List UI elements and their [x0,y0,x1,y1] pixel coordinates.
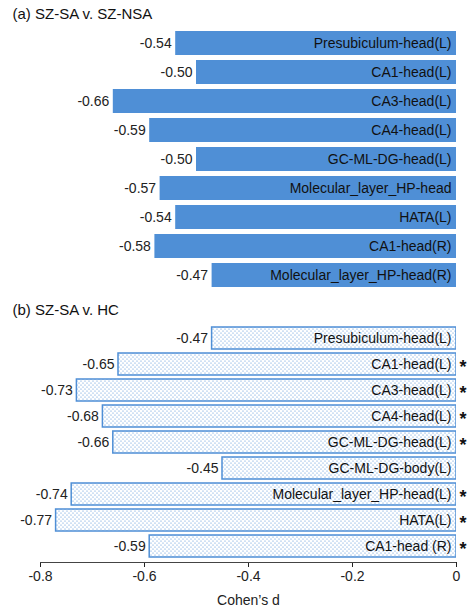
svg-text:-0.45: -0.45 [187,460,219,476]
svg-text:-0.74: -0.74 [36,486,68,502]
svg-text:-0.77: -0.77 [20,512,52,528]
svg-text:*: * [460,513,467,533]
svg-text:Molecular_layer_HP-head(L): Molecular_layer_HP-head(L) [273,486,452,502]
svg-text:CA4-head(L): CA4-head(L) [371,122,451,138]
svg-text:*: * [460,357,467,377]
svg-text:HATA(L): HATA(L) [399,209,451,225]
svg-text:0: 0 [453,568,461,584]
svg-text:CA3-head(L): CA3-head(L) [371,93,451,109]
svg-text:GC-ML-DG-body(L): GC-ML-DG-body(L) [329,460,452,476]
svg-text:*: * [460,409,467,429]
svg-text:-0.50: -0.50 [161,64,193,80]
svg-text:*: * [460,435,467,455]
svg-text:-0.4: -0.4 [236,568,260,584]
svg-text:-0.2: -0.2 [340,568,364,584]
svg-text:*: * [460,383,467,403]
svg-text:Presubiculum-head(L): Presubiculum-head(L) [314,35,452,51]
svg-text:Cohen’s d: Cohen’s d [217,592,280,608]
svg-text:CA1-head (R): CA1-head (R) [365,538,451,554]
svg-text:-0.68: -0.68 [67,408,99,424]
svg-text:-0.8: -0.8 [28,568,52,584]
svg-text:HATA(L): HATA(L) [399,512,451,528]
svg-text:-0.59: -0.59 [114,538,146,554]
svg-text:-0.54: -0.54 [140,209,172,225]
svg-text:*: * [460,539,467,559]
svg-text:GC-ML-DG-head(L): GC-ML-DG-head(L) [328,434,452,450]
svg-text:CA1-head(R): CA1-head(R) [369,238,451,254]
svg-text:Molecular_layer_HP-head(R): Molecular_layer_HP-head(R) [270,267,451,283]
svg-text:CA1-head(L): CA1-head(L) [371,64,451,80]
svg-text:*: * [460,487,467,507]
svg-text:CA4-head(L): CA4-head(L) [371,408,451,424]
svg-text:-0.54: -0.54 [140,35,172,51]
svg-text:CA3-head(L): CA3-head(L) [371,382,451,398]
svg-text:CA1-head(L): CA1-head(L) [371,356,451,372]
svg-text:-0.59: -0.59 [114,122,146,138]
svg-text:-0.66: -0.66 [77,93,109,109]
svg-text:-0.6: -0.6 [132,568,156,584]
svg-text:-0.66: -0.66 [77,434,109,450]
svg-text:-0.58: -0.58 [119,238,151,254]
svg-text:-0.50: -0.50 [161,151,193,167]
svg-text:Presubiculum-head(L): Presubiculum-head(L) [314,330,452,346]
svg-text:-0.47: -0.47 [176,267,208,283]
svg-text:-0.65: -0.65 [83,356,115,372]
svg-text:(a) SZ-SA v. SZ-NSA: (a) SZ-SA v. SZ-NSA [13,5,153,22]
svg-text:-0.47: -0.47 [176,330,208,346]
svg-text:GC-ML-DG-head(L): GC-ML-DG-head(L) [328,151,452,167]
svg-text:-0.57: -0.57 [124,180,156,196]
svg-text:(b) SZ-SA v. HC: (b) SZ-SA v. HC [13,301,120,318]
svg-text:-0.73: -0.73 [41,382,73,398]
svg-text:Molecular_layer_HP-head: Molecular_layer_HP-head [290,180,452,196]
